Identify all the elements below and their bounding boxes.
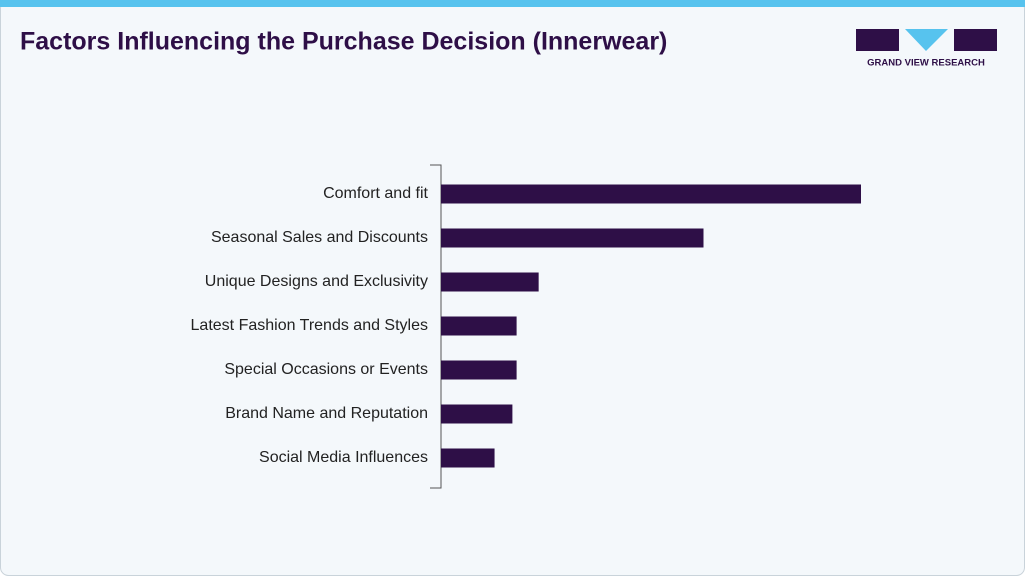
bar bbox=[441, 360, 517, 380]
category-label: Latest Fashion Trends and Styles bbox=[191, 317, 428, 334]
top-stripe bbox=[0, 0, 1025, 7]
logo-block bbox=[954, 29, 997, 51]
category-label: Brand Name and Reputation bbox=[225, 405, 428, 422]
bar bbox=[441, 404, 513, 424]
logo-block bbox=[856, 29, 899, 51]
category-label: Special Occasions or Events bbox=[224, 361, 428, 378]
category-label: Comfort and fit bbox=[323, 185, 428, 202]
chart-title: Factors Influencing the Purchase Decisio… bbox=[20, 28, 667, 56]
logo-triangle bbox=[905, 29, 948, 51]
category-label: Social Media Influences bbox=[259, 449, 428, 466]
category-label: Unique Designs and Exclusivity bbox=[205, 273, 428, 290]
logo: GRAND VIEW RESEARCH bbox=[856, 29, 997, 69]
bar bbox=[441, 316, 517, 336]
bar bbox=[441, 272, 539, 292]
logo-text: GRAND VIEW RESEARCH bbox=[867, 58, 985, 69]
bar bbox=[441, 228, 704, 248]
bar bbox=[441, 448, 495, 468]
category-label: Seasonal Sales and Discounts bbox=[211, 229, 428, 246]
bar bbox=[441, 184, 861, 204]
